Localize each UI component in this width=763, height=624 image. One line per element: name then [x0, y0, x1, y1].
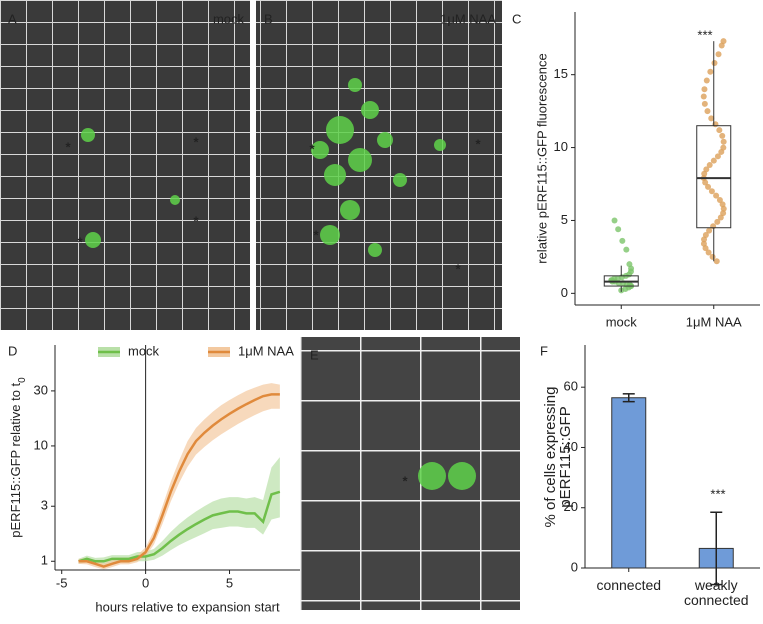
data-point [708, 115, 715, 122]
panel-caption: mock [213, 11, 245, 26]
panel-label: D [8, 343, 17, 358]
cell-marker: * [455, 261, 461, 276]
panel-label: B [264, 11, 273, 26]
data-point [623, 246, 630, 253]
data-point [702, 232, 709, 239]
cell-marker: * [309, 141, 315, 156]
data-point [714, 153, 721, 160]
data-point [700, 240, 707, 247]
data-point [720, 144, 727, 151]
data-point [714, 218, 721, 225]
data-point [707, 68, 714, 75]
data-point [619, 237, 626, 244]
data-point [719, 201, 726, 208]
y-axis-label: relative pERF115::GFP fluorescence [534, 53, 549, 264]
legend-label: 1μM NAA [238, 343, 294, 358]
panel-label: E [310, 347, 319, 362]
data-point [611, 217, 618, 224]
data-point [615, 226, 622, 233]
cell-marker: * [475, 136, 481, 151]
data-point [706, 162, 713, 169]
data-point [705, 249, 712, 256]
confidence-band [78, 383, 280, 570]
data-point [708, 188, 715, 195]
micrograph [0, 0, 250, 330]
data-point [716, 197, 723, 204]
data-point [710, 157, 717, 164]
panel-label: A [8, 11, 17, 26]
significance: *** [697, 27, 712, 42]
y-tick-label: 20 [564, 499, 578, 514]
data-point [701, 100, 708, 107]
data-point [719, 132, 726, 139]
y-tick-label: 0 [561, 285, 568, 300]
x-tick-label: mock [606, 314, 638, 329]
data-point [716, 127, 723, 134]
y-tick-label: 1 [41, 553, 48, 568]
gfp-signal [81, 78, 476, 490]
legend-label: mock [128, 343, 160, 358]
y-tick-label: 5 [561, 212, 568, 227]
y-tick-label: 30 [34, 382, 48, 397]
data-point [720, 210, 727, 217]
series-line [78, 490, 281, 563]
significance: *** [710, 486, 725, 501]
data-point [720, 138, 727, 145]
cell-marker: * [193, 134, 199, 149]
box [696, 125, 732, 229]
data-point [705, 183, 712, 190]
data-point [703, 166, 710, 173]
panel-label: C [512, 11, 521, 26]
y-axis-label: % of cells expressing pERF115::GFP [542, 386, 574, 527]
x-tick-label: weakly connected [683, 577, 749, 608]
y-tick-label: 15 [554, 66, 568, 81]
cell-marker: * [402, 473, 408, 488]
cell-marker: * [65, 139, 71, 154]
data-point [713, 192, 720, 199]
y-axis-label: pERF115::GFP relative to t0 [8, 377, 27, 538]
data-point [703, 77, 710, 84]
y-tick-label: 60 [564, 379, 578, 394]
y-tick-label: 10 [34, 437, 48, 452]
data-point [711, 60, 718, 67]
data-point [700, 93, 707, 100]
series-line [78, 393, 280, 568]
x-tick-label: connected [596, 577, 662, 593]
x-tick-label: -5 [56, 575, 68, 590]
cell-marker: * [313, 227, 319, 242]
panel-caption: 1μM NAA [440, 11, 496, 26]
data-point [704, 108, 711, 115]
panel-label: F [540, 343, 548, 358]
bar [611, 397, 647, 569]
y-tick-label: 0 [571, 559, 578, 574]
data-point [713, 258, 720, 265]
x-tick-label: 1μM NAA [686, 314, 742, 329]
micrograph [300, 337, 520, 610]
cell-marker: * [193, 213, 199, 228]
data-point [701, 86, 708, 93]
x-tick-label: 0 [142, 575, 149, 590]
data-point [715, 51, 722, 58]
y-axis-label-subscript: 0 [17, 377, 28, 383]
micrograph [256, 0, 502, 330]
x-tick-label: 5 [226, 575, 233, 590]
data-point [710, 223, 717, 230]
y-tick-label: 40 [564, 439, 578, 454]
data-point [626, 261, 633, 268]
data-point [720, 38, 727, 45]
data-point [706, 227, 713, 234]
y-axis-label-text: pERF115::GFP relative to t [8, 382, 23, 537]
cell-marker: * [77, 234, 83, 249]
y-tick-label: 10 [554, 139, 568, 154]
y-tick-label: 3 [41, 498, 48, 513]
x-axis-label: hours relative to expansion start [95, 599, 280, 614]
